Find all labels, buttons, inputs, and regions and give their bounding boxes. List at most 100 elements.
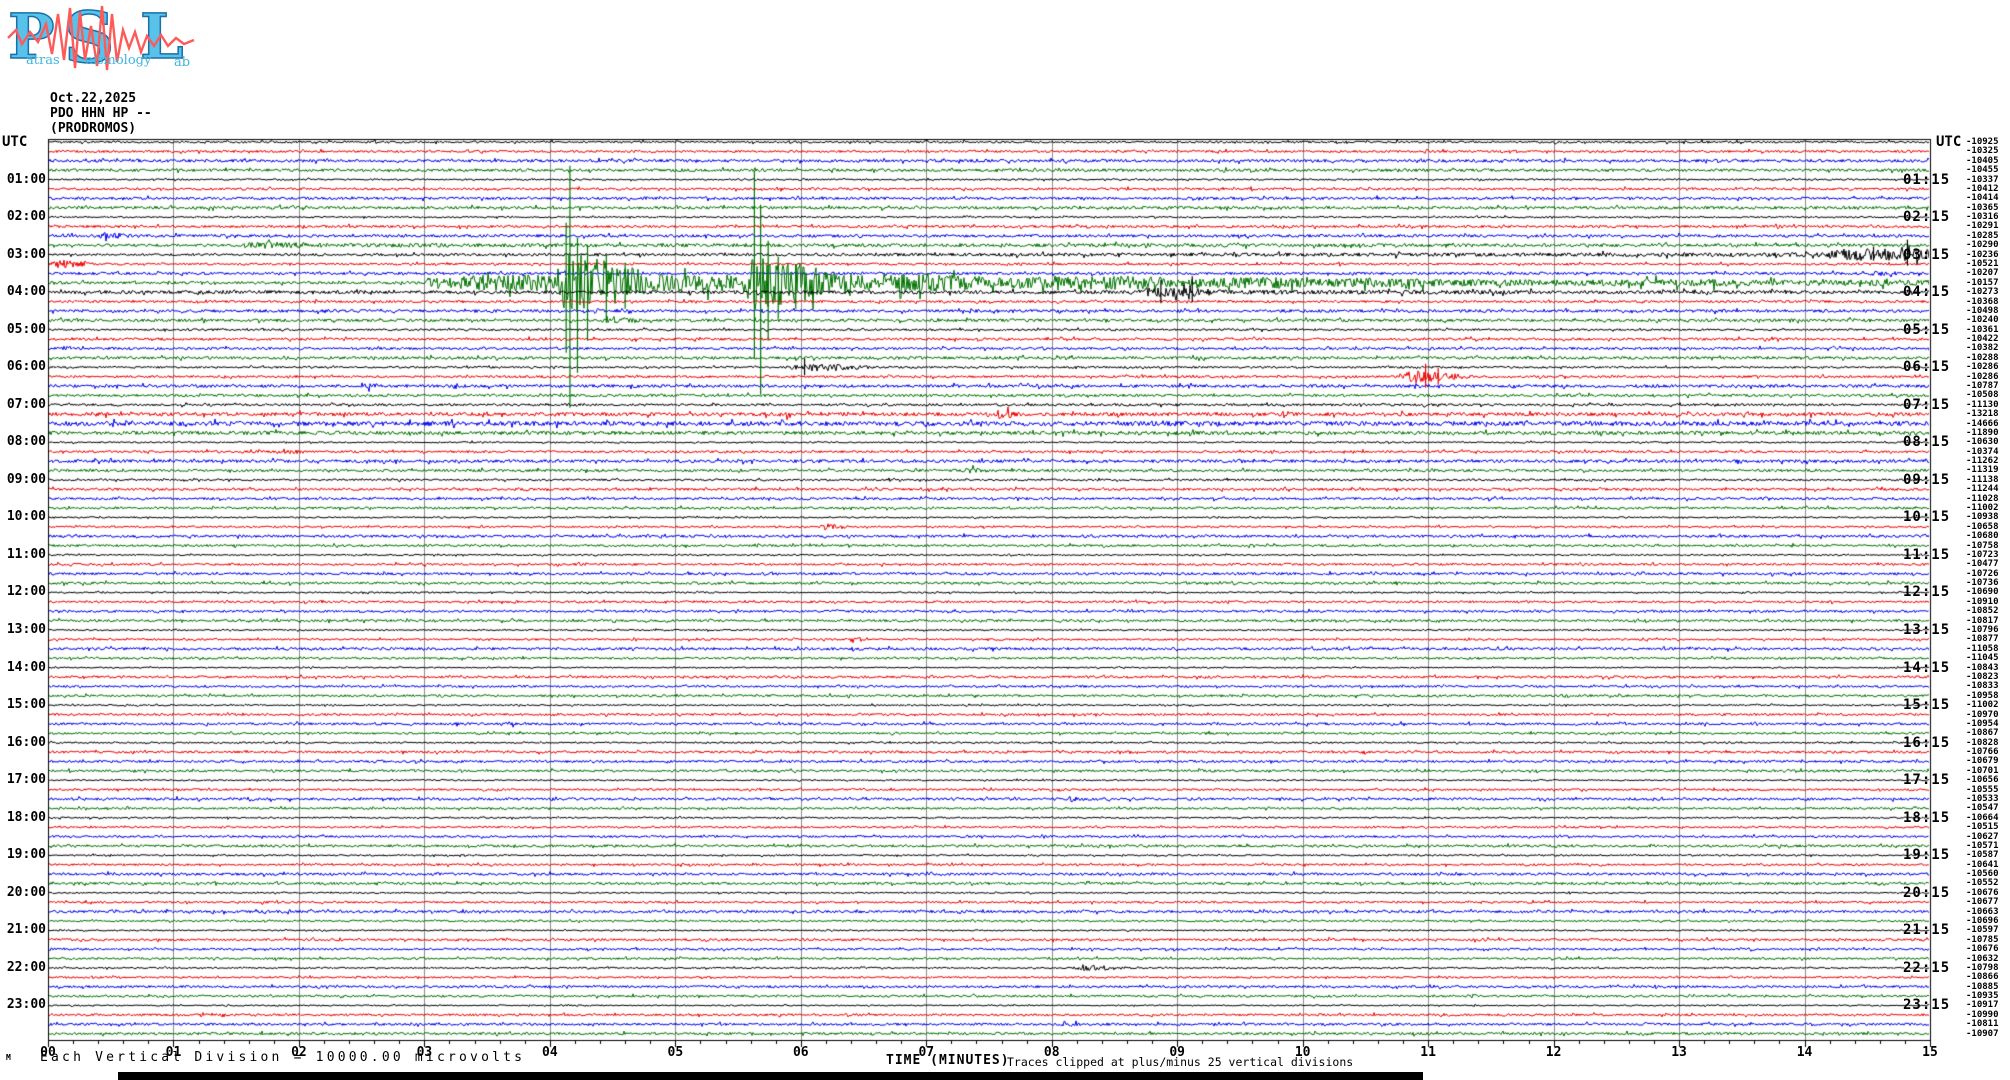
x-tick-label: 00 <box>40 1045 56 1060</box>
left-hour-label: 03:00 <box>6 246 46 262</box>
trace-offset-value: -10990 <box>1966 1009 1999 1020</box>
left-hour-label: 22:00 <box>6 959 46 975</box>
trace-offset-value: -10547 <box>1966 803 1999 814</box>
right-hour-label: 22:15 <box>1903 959 1951 976</box>
right-hour-label: 11:15 <box>1903 546 1951 563</box>
scale-note: Each Vertical Division = 10000.00 microv… <box>40 1050 526 1065</box>
x-axis-title: TIME (MINUTES) <box>886 1053 1010 1068</box>
trace-offset-value: -10726 <box>1966 568 1999 579</box>
right-hour-label: 07:15 <box>1903 396 1951 413</box>
trace-offset-value: -10325 <box>1966 146 1999 157</box>
trace-offset-value: -10785 <box>1966 934 1999 945</box>
trace-offset-value: -10833 <box>1966 681 1999 692</box>
trace-offset-value: -10630 <box>1966 437 1999 448</box>
right-hour-label: 21:15 <box>1903 922 1951 939</box>
trace-offset-value: -10823 <box>1966 671 1999 682</box>
trace-offset-value: -10422 <box>1966 334 1999 345</box>
trace-offset-value: -10885 <box>1966 981 1999 992</box>
trace-offset-value: -10273 <box>1966 287 1999 298</box>
right-hour-label: 02:15 <box>1903 209 1951 226</box>
trace-offset-value: -11002 <box>1966 700 1999 711</box>
logo-word-atras: atras <box>26 53 60 68</box>
left-hour-label: 02:00 <box>6 209 46 225</box>
trace-offset-value: -10677 <box>1966 897 1999 908</box>
trace-offset-value: -10207 <box>1966 268 1999 279</box>
right-hour-label: 12:15 <box>1903 584 1951 601</box>
trace-offset-value: -10736 <box>1966 578 1999 589</box>
trace-offset-value: -10843 <box>1966 662 1999 673</box>
trace-offset-value: -10970 <box>1966 709 1999 720</box>
x-tick-label: 10 <box>1294 1045 1311 1060</box>
trace-offset-value: -10664 <box>1966 812 1999 823</box>
trace-offset-value: -10286 <box>1966 362 1999 373</box>
right-hour-label: 03:15 <box>1903 246 1951 263</box>
trace-offset-value: -10236 <box>1966 249 1999 260</box>
trace-offset-value: -10285 <box>1966 230 1999 241</box>
psl-logo[interactable]: P S L atras eismology ab <box>6 0 198 80</box>
x-tick-label: 13 <box>1671 1045 1687 1060</box>
left-hour-label: 10:00 <box>6 509 46 525</box>
trace-offset-value: -10758 <box>1966 540 1999 551</box>
trace-offset-value: -10766 <box>1966 747 1999 758</box>
trace-offset-value: -10641 <box>1966 859 1999 870</box>
trace-offset-value: -10533 <box>1966 793 1999 804</box>
x-tick-label: 11 <box>1420 1045 1436 1060</box>
trace-offset-value: -10910 <box>1966 596 1999 607</box>
right-hour-label: 05:15 <box>1903 321 1951 338</box>
trace-offset-value: -10798 <box>1966 962 1999 973</box>
right-hour-label: 20:15 <box>1903 884 1951 901</box>
trace-offset-value: -10663 <box>1966 906 1999 917</box>
trace-offset-value: -10690 <box>1966 587 1999 598</box>
header-site: (PRODROMOS) <box>50 121 137 136</box>
trace-offset-value: -10412 <box>1966 183 1999 194</box>
trace-offset-value: -10555 <box>1966 784 1999 795</box>
right-hour-label: 10:15 <box>1903 509 1951 526</box>
trace-offset-value: -10632 <box>1966 953 1999 964</box>
trace-offset-value: -10382 <box>1966 343 1999 354</box>
right-hour-label: 19:15 <box>1903 847 1951 864</box>
left-hour-label: 16:00 <box>6 734 46 750</box>
left-hour-label: 09:00 <box>6 471 46 487</box>
trace-offset-value: -10627 <box>1966 831 1999 842</box>
left-hour-label: 21:00 <box>6 922 46 938</box>
trace-offset-value: -10958 <box>1966 690 1999 701</box>
right-hour-label: 15:15 <box>1903 697 1951 714</box>
trace-offset-value: -10290 <box>1966 240 1999 251</box>
left-hour-label: 18:00 <box>6 809 46 825</box>
trace-offset-value: -10867 <box>1966 728 1999 739</box>
trace-offset-value: -10696 <box>1966 915 1999 926</box>
x-tick-label: 08 <box>1043 1045 1060 1060</box>
trace-offset-value: -10337 <box>1966 174 1999 185</box>
x-tick-label: 01 <box>165 1045 182 1060</box>
trace-offset-value: -10852 <box>1966 606 1999 617</box>
left-hour-label: 23:00 <box>6 997 46 1013</box>
trace-offset-value: -10288 <box>1966 352 1999 363</box>
trace-offset-value: -10817 <box>1966 615 1999 626</box>
trace-offset-value: -10811 <box>1966 1019 1999 1030</box>
right-hour-label: 04:15 <box>1903 284 1951 301</box>
trace-offset-value: -11890 <box>1966 427 1999 438</box>
trace-offset-value: -11130 <box>1966 399 1999 410</box>
trace-offset-value: -10680 <box>1966 531 1999 542</box>
trace-offset-value: -11045 <box>1966 653 1999 664</box>
logo-seismic-trace <box>7 5 195 71</box>
trace-offset-value: -10508 <box>1966 390 1999 401</box>
corner-mark: M <box>6 1053 11 1062</box>
trace-offset-value: -13218 <box>1966 409 1999 420</box>
trace-offset-value: -10917 <box>1966 1000 1999 1011</box>
right-hour-label: 16:15 <box>1903 734 1951 751</box>
utc-label-right: UTC <box>1936 134 1962 150</box>
left-hour-label: 11:00 <box>6 546 46 562</box>
x-tick-label: 06 <box>792 1045 809 1060</box>
trace-offset-value: -10455 <box>1966 165 1999 176</box>
clip-note: Traces clipped at plus/minus 25 vertical… <box>1007 1055 1354 1069</box>
trace-offset-value: -11028 <box>1966 493 1999 504</box>
trace-offset-value: -10701 <box>1966 765 1999 776</box>
left-hour-label: 05:00 <box>6 321 46 337</box>
trace-offset-value: -10286 <box>1966 371 1999 382</box>
trace-offset-value: -10787 <box>1966 381 1999 392</box>
trace-offset-value: -10658 <box>1966 521 1999 532</box>
x-tick-label: 05 <box>667 1045 684 1060</box>
trace-offset-value: -10679 <box>1966 756 1999 767</box>
